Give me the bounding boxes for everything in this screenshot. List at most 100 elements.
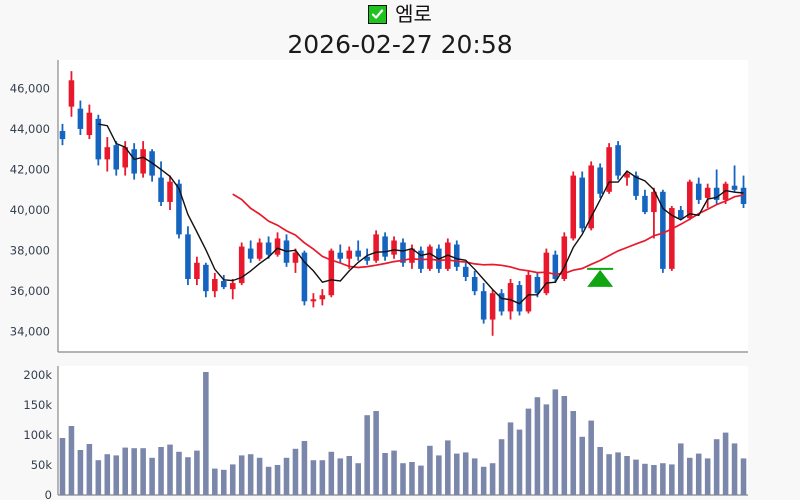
price-axis-tick-label: 42,000 [10,163,50,177]
candle-body [391,240,397,255]
volume-bar [588,420,594,495]
volume-bar [704,458,711,495]
volume-bar [176,451,182,495]
volume-bar [140,448,146,495]
volume-bar [364,415,370,495]
candle-body [660,191,666,269]
volume-bar [194,450,200,495]
candle-body [516,285,523,312]
volume-bar [328,451,335,495]
volume-bar [391,450,397,495]
candle-body [480,291,487,320]
candle-body [86,112,93,136]
volume-bar [489,463,496,495]
volume-bar [346,456,353,495]
volume-bar [570,411,577,495]
candle-body [140,149,146,174]
candle-body [579,177,585,229]
volume-bar [301,441,308,495]
candle-body [104,147,111,160]
candle-body [95,118,102,160]
candle-body [695,183,702,200]
candle-body [633,175,639,196]
volume-axis-tick-label: 100k [23,428,52,442]
candle-body [642,195,648,213]
volume-bar [606,454,612,495]
volume-bar [203,372,209,495]
candle-body [624,173,630,178]
price-axis-tick-label: 34,000 [10,325,50,339]
volume-bar [561,396,568,495]
price-axis-tick-label: 44,000 [10,122,50,136]
volume-bar [597,447,603,495]
candle-body [221,281,227,288]
candle-body [364,256,370,261]
candle-body [256,242,263,259]
candle-body [247,248,254,259]
candle-body [167,181,173,202]
volume-bar [543,404,550,495]
candle-body [229,283,236,290]
buy-signal-triangle-icon [587,269,614,287]
candle-body [328,250,335,296]
volume-bar [480,466,487,495]
volume-bar [695,453,702,495]
volume-bar [633,459,639,495]
candle-body [471,276,478,292]
volume-bar [337,458,344,495]
candle-body [122,147,128,168]
candle-body [68,80,75,107]
candle-body [238,246,245,284]
candle-body [400,242,406,263]
moving-average-long-line [232,193,744,276]
candle-body [525,274,532,312]
candle-body [713,187,720,200]
price-axis-tick-label: 40,000 [10,203,50,217]
volume-bar [265,466,272,495]
stock-chart: 34,000 36,000 38,000 40,000 42,000 44,000 46,0… [10,60,748,500]
candle-body [158,177,164,202]
price-axis-tick-label: 46,000 [10,81,50,95]
volume-bar [95,460,102,495]
volume-bar [418,465,424,495]
volume-bar [427,445,433,495]
candle-body [731,185,738,190]
candle-body [409,248,415,263]
volume-bar [167,444,173,495]
volume-bar [453,453,460,495]
volume-bar [615,452,621,495]
green-checkbox-checked-icon[interactable] [368,4,388,24]
candle-body [678,210,684,219]
volume-bar [579,436,585,495]
volume-axis-tick-label: 50k [31,458,53,472]
volume-bar [436,455,442,495]
candle-body [346,250,353,259]
volume-bar [669,464,675,495]
volume-bar [686,457,693,495]
candle-body [77,108,84,129]
candle-body [265,242,272,255]
volume-bar [624,456,630,495]
volume-bar [292,448,299,495]
candle-body [704,187,711,198]
candle-body [552,254,559,279]
volume-bar [400,463,406,495]
page-title: 엠로 [395,2,432,26]
candle-body [570,175,577,239]
candle-body [597,167,603,194]
volume-axis-tick-label: 0 [45,488,52,500]
volume-bar [319,460,326,495]
volume-bar [185,457,191,495]
volume-bar [507,422,514,495]
volume-bar [678,443,684,495]
candle-body [113,145,120,170]
volume-bar [740,458,747,495]
volume-bar [651,465,657,495]
volume-bar [310,460,317,495]
candle-body [453,244,460,267]
candle-body [651,191,657,213]
volume-bar [731,443,738,495]
candle-body [669,208,675,269]
volume-bar [283,457,290,495]
candle-body [373,234,379,261]
